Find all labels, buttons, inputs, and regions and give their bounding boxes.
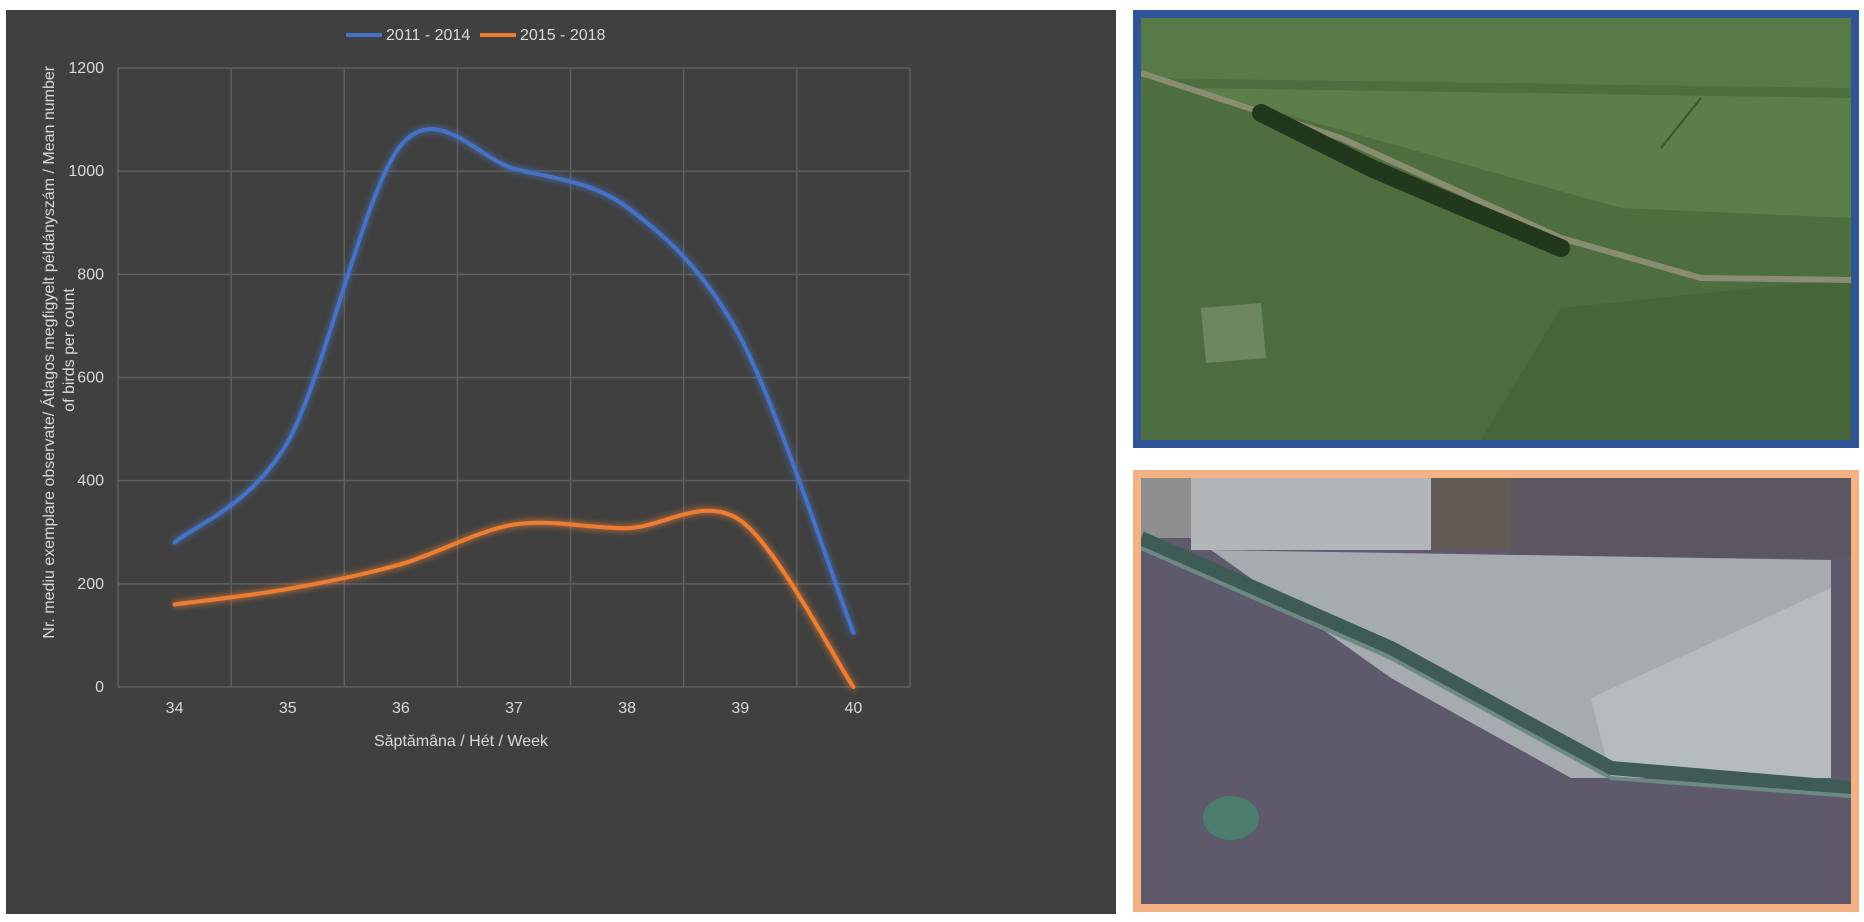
y-tick-label: 1000 [68,163,104,180]
satellite-image-green-fields [1141,18,1851,440]
x-tick-label: 39 [731,700,749,717]
gridlines [117,67,911,688]
line-chart: 0 200 400 600 800 1000 1200 34 35 36 37 38 39 40 201… [39,27,911,750]
y-tick-label: 800 [77,266,104,283]
series-line-2 [172,508,856,689]
y-tick-label: 600 [77,370,104,387]
y-axis-title: Nr. mediu exemplare observate/ Átlagos m… [39,61,78,638]
legend-label-1: 2011 - 2014 [386,27,470,44]
series-line-1 [172,127,856,635]
y-tick-label: 1200 [68,60,104,77]
x-tick-label: 38 [618,700,636,717]
x-tick-label: 37 [505,700,523,717]
x-tick-labels: 34 35 36 37 38 39 40 [166,700,863,717]
y-axis-title-line-2: of birds per count [61,288,78,412]
satellite-photo-bottom [1133,470,1859,912]
y-tick-label: 200 [77,576,104,593]
satellite-image-ploughed-fields [1141,478,1851,904]
x-tick-label: 36 [392,700,410,717]
y-axis-title-line-1: Nr. mediu exemplare observate/ Átlagos m… [39,65,58,638]
legend: 2011 - 2014 2015 - 2018 [346,27,606,44]
x-tick-label: 35 [279,700,297,717]
y-tick-label: 0 [95,679,104,696]
x-tick-label: 34 [166,700,184,717]
chart-panel: 0 200 400 600 800 1000 1200 34 35 36 37 38 39 40 201… [6,10,1116,914]
satellite-photo-top [1133,10,1859,448]
legend-label-2: 2015 - 2018 [520,27,606,44]
y-tick-label: 400 [77,473,104,490]
series-lines [172,127,856,689]
y-tick-labels: 0 200 400 600 800 1000 1200 [68,60,104,696]
x-axis-title: Săptămâna / Hét / Week [374,733,549,750]
x-tick-label: 40 [845,700,863,717]
